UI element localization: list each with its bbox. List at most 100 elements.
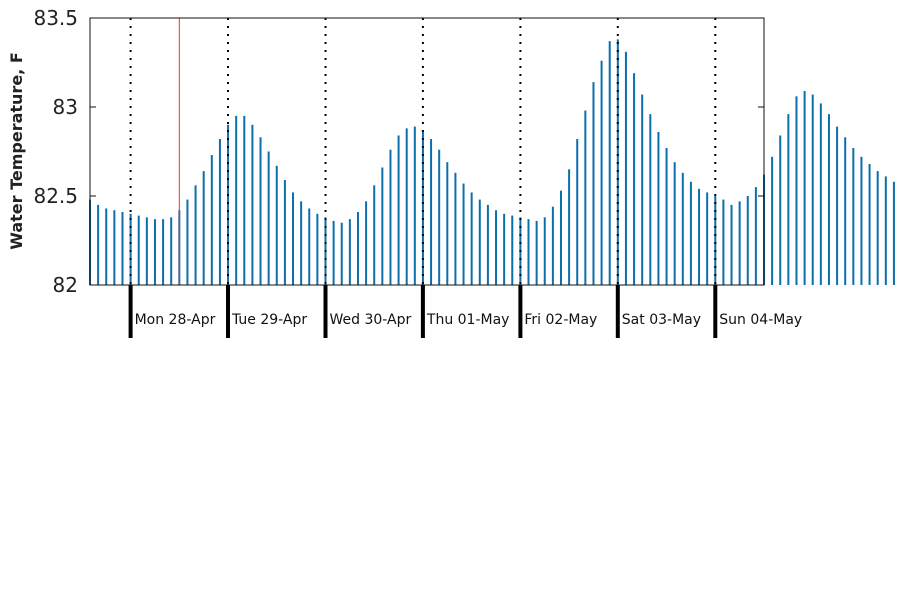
x-axis: Mon 28-Apr Tue 29-Apr Wed 30-Apr Thu 01-May… bbox=[128, 285, 802, 338]
temperature-bar bbox=[706, 192, 709, 285]
temperature-bar bbox=[446, 162, 449, 285]
temperature-bar bbox=[340, 222, 343, 285]
temperature-bar bbox=[624, 51, 627, 285]
temperature-bar bbox=[97, 204, 100, 285]
temperature-bar bbox=[592, 82, 595, 285]
temperature-bar bbox=[503, 213, 506, 285]
temperature-bar bbox=[235, 115, 238, 286]
temperature-bar bbox=[381, 167, 384, 285]
temperature-bar bbox=[283, 179, 286, 285]
temperature-bar bbox=[819, 103, 822, 285]
temperature-bar bbox=[373, 185, 376, 285]
temperature-bar bbox=[811, 94, 814, 285]
temperature-bar bbox=[202, 171, 205, 285]
temperature-bar bbox=[438, 149, 441, 285]
temperature-bar bbox=[153, 219, 156, 285]
temperature-bar bbox=[543, 217, 546, 285]
temperature-bar bbox=[218, 139, 221, 285]
temperature-bar bbox=[551, 206, 554, 285]
temperature-bar bbox=[657, 131, 660, 285]
temperature-bar bbox=[430, 139, 433, 285]
temperature-bar bbox=[779, 135, 782, 285]
temperature-bar bbox=[576, 139, 579, 285]
temperature-bar bbox=[389, 149, 392, 285]
day-tick-label: Sun 04-May bbox=[719, 312, 802, 328]
temperature-bar bbox=[316, 213, 319, 285]
temperature-bar bbox=[267, 151, 270, 285]
temperature-bar bbox=[454, 172, 457, 285]
temperature-bar bbox=[714, 196, 717, 285]
y-tick-label: 82 bbox=[53, 273, 78, 297]
temperature-bar bbox=[308, 208, 311, 285]
temperature-bar bbox=[568, 169, 571, 285]
temperature-bar bbox=[121, 212, 124, 285]
temperature-bar bbox=[292, 192, 295, 285]
temperature-bar bbox=[194, 185, 197, 285]
temperature-bar bbox=[600, 60, 603, 285]
y-axis: 82 82.5 83 83.5 bbox=[33, 6, 764, 297]
temperature-bar bbox=[527, 219, 530, 285]
temperature-bar bbox=[137, 215, 140, 285]
temperature-bar bbox=[413, 126, 416, 285]
temperature-bar bbox=[730, 204, 733, 285]
temperature-bar bbox=[162, 219, 165, 285]
day-tick-label: Fri 02-May bbox=[524, 312, 597, 328]
temperature-bar bbox=[754, 187, 757, 285]
temperature-bar bbox=[681, 172, 684, 285]
temperature-bar bbox=[584, 110, 587, 285]
temperature-bar bbox=[665, 147, 668, 285]
day-tick-label: Tue 29-Apr bbox=[231, 312, 307, 328]
temperature-bar bbox=[689, 181, 692, 285]
temperature-bar bbox=[836, 126, 839, 285]
temperature-bar bbox=[608, 41, 611, 285]
temperature-bar bbox=[470, 192, 473, 285]
temperature-bar bbox=[478, 199, 481, 285]
temperature-bar bbox=[365, 201, 368, 285]
temperature-bar bbox=[348, 219, 351, 285]
temperature-bar bbox=[868, 163, 871, 285]
temperature-bar bbox=[113, 210, 116, 285]
temperature-bar bbox=[746, 196, 749, 285]
y-axis-label: Water Temperature, F bbox=[7, 52, 26, 250]
temperature-bar bbox=[421, 130, 424, 285]
temperature-bar bbox=[876, 171, 879, 285]
temperature-bar bbox=[722, 199, 725, 285]
temperature-bar bbox=[892, 181, 895, 285]
temperature-bar bbox=[462, 183, 465, 285]
temperature-bar bbox=[170, 217, 173, 285]
temperature-bar bbox=[803, 90, 806, 285]
day-tick-label: Sat 03-May bbox=[622, 312, 701, 328]
temperature-bar bbox=[673, 162, 676, 285]
temperature-bar bbox=[884, 176, 887, 285]
temperature-bar bbox=[860, 156, 863, 285]
temperature-bar bbox=[852, 147, 855, 285]
temperature-bar bbox=[649, 114, 652, 286]
y-tick-label: 83.5 bbox=[33, 6, 78, 30]
y-tick-label: 83 bbox=[53, 95, 78, 119]
temperature-bar bbox=[356, 212, 359, 285]
temperature-bar bbox=[511, 215, 514, 285]
day-tick-label: Wed 30-Apr bbox=[330, 312, 412, 328]
temperature-bar bbox=[105, 208, 108, 285]
temperature-bar bbox=[227, 124, 230, 285]
temperature-bar bbox=[486, 204, 489, 285]
temperature-bar bbox=[243, 115, 246, 286]
day-tick-label: Thu 01-May bbox=[426, 312, 510, 328]
temperature-bar bbox=[397, 135, 400, 285]
temperature-bar bbox=[787, 114, 790, 286]
temperature-bar bbox=[145, 217, 148, 285]
temperature-bar bbox=[405, 128, 408, 285]
temperature-bar bbox=[275, 165, 278, 285]
temperature-bar bbox=[129, 213, 132, 285]
temperature-bar bbox=[251, 124, 254, 285]
temperature-bar bbox=[259, 137, 262, 285]
y-tick-label: 82.5 bbox=[33, 184, 78, 208]
temperature-bar bbox=[186, 199, 189, 285]
temperature-bar bbox=[827, 114, 830, 286]
temperature-bar bbox=[795, 96, 798, 285]
temperature-bar bbox=[495, 210, 498, 285]
temperature-bar bbox=[641, 94, 644, 285]
temperature-bar bbox=[210, 155, 213, 285]
